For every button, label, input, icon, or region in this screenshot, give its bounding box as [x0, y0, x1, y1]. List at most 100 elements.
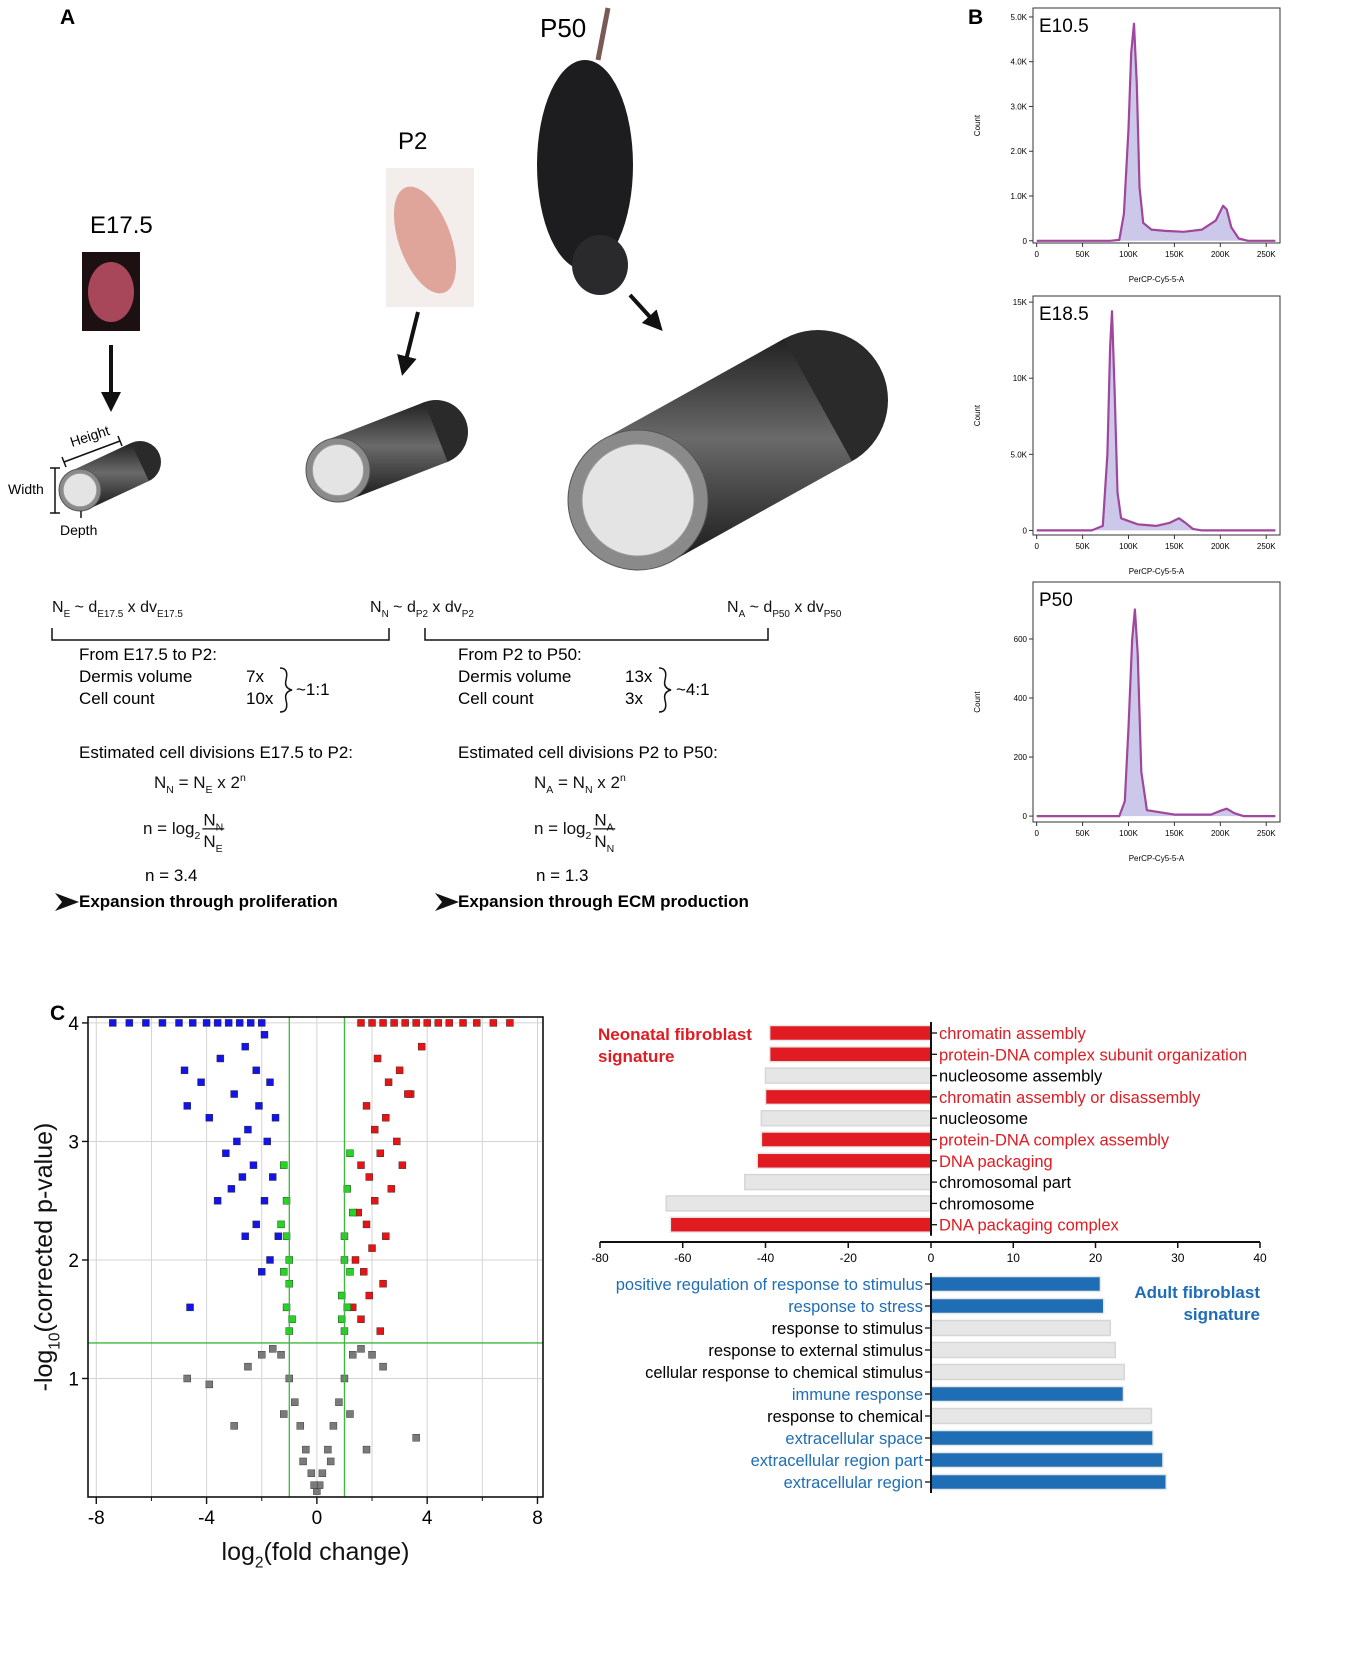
y-tick-label: 2.0K: [1011, 147, 1028, 156]
point: [349, 1208, 357, 1217]
arrow: [628, 293, 663, 331]
x-axis-label: log2(fold change): [222, 1538, 410, 1572]
point: [365, 1291, 373, 1300]
y-tick-label: 1.0K: [1011, 192, 1028, 201]
y-tick-label: 1: [68, 1369, 79, 1390]
x-tick-label: 200K: [1211, 542, 1230, 551]
dimension-label: Height: [68, 422, 112, 450]
text-part: N: [594, 832, 606, 851]
panel-label: B: [968, 6, 983, 29]
bar: [760, 1131, 932, 1148]
point: [337, 1291, 346, 1300]
text-part: x dv: [123, 599, 157, 616]
bar: [768, 1046, 932, 1063]
point: [357, 1161, 365, 1169]
point: [142, 1019, 150, 1027]
x-tick-label: 30: [1171, 1251, 1185, 1265]
text-part: 2: [586, 830, 592, 842]
point: [175, 1019, 183, 1027]
ratio: ~1:1: [296, 680, 330, 699]
x-tick-label: -40: [757, 1251, 775, 1265]
x-tick-label: 100K: [1119, 542, 1138, 551]
y-tick-label: 0: [1023, 526, 1028, 535]
bar: [669, 1216, 932, 1233]
point: [274, 1232, 282, 1240]
brace: [279, 667, 293, 713]
text-part: E: [216, 843, 223, 855]
point: [398, 1161, 407, 1169]
text-part: P50: [824, 609, 842, 620]
x-tick-label: -20: [840, 1251, 858, 1265]
brackets: [51, 628, 769, 713]
point: [260, 1031, 269, 1039]
text-part: 10: [47, 1332, 64, 1350]
x-tick-label: 100K: [1119, 829, 1138, 838]
text-part: N: [594, 811, 606, 830]
y-tick-label: 2: [68, 1251, 79, 1272]
y-axis-label: Count: [973, 691, 982, 713]
x-tick-label: 4: [422, 1508, 433, 1529]
y-tick-label: 5.0K: [1011, 450, 1028, 459]
point: [244, 1362, 252, 1371]
text-part: = N: [174, 773, 206, 792]
estimate-heading: Estimated cell divisions E17.5 to P2:: [79, 743, 353, 762]
category-label: protein-DNA complex subunit organization: [939, 1046, 1247, 1064]
text-part: N: [166, 784, 174, 796]
point: [371, 1125, 379, 1134]
row-value: 13x: [625, 667, 653, 686]
text-part: -log: [30, 1350, 58, 1392]
x-axis-label: PerCP-Cy5-5-A: [1129, 854, 1185, 863]
stage-label: P2: [398, 128, 427, 155]
panel-label: A: [60, 6, 75, 29]
point: [258, 1019, 266, 1027]
text-part: n: [620, 772, 626, 784]
text-part: P50: [772, 609, 790, 620]
point: [346, 1268, 354, 1276]
x-tick-label: 100K: [1119, 250, 1138, 259]
stage-label: E17.5: [90, 212, 153, 239]
bar: [665, 1195, 932, 1212]
x-tick-label: 0: [1034, 542, 1039, 551]
point: [310, 1481, 318, 1489]
point: [343, 1303, 351, 1312]
point: [412, 1434, 420, 1442]
point: [376, 1327, 385, 1335]
text-part: A: [739, 609, 746, 620]
mouse-tail: [595, 7, 611, 61]
point: [109, 1019, 117, 1027]
category-label: chromatin assembly or disassembly: [939, 1089, 1201, 1107]
text-part: x 2: [593, 773, 620, 792]
category-label: response to chemical: [767, 1408, 923, 1426]
point: [362, 1102, 371, 1110]
point: [222, 1149, 230, 1157]
point: [360, 1268, 368, 1276]
category-label: protein-DNA complex assembly: [939, 1132, 1170, 1150]
denominator: NN: [594, 832, 614, 855]
text-part: ~ d: [745, 599, 772, 616]
x-tick-label: 0: [1034, 250, 1039, 259]
point: [357, 1019, 365, 1027]
histogram: [1036, 22, 1276, 242]
point: [473, 1019, 481, 1027]
x-tick-label: 50K: [1075, 829, 1090, 838]
x-tick-label: -4: [198, 1508, 215, 1529]
mouse-head: [572, 235, 628, 295]
text-part: N: [154, 773, 166, 792]
width-mark: [50, 467, 60, 514]
text-part: N: [216, 822, 224, 834]
y-tick-label: 10K: [1013, 374, 1028, 383]
equation: NN = NE x 2n: [154, 772, 246, 796]
row-value: 3x: [625, 689, 643, 708]
point: [412, 1019, 420, 1027]
dimension-marks: [50, 435, 123, 518]
result: n = 3.4: [145, 866, 197, 885]
point: [291, 1398, 299, 1406]
category-label: DNA packaging: [939, 1153, 1053, 1171]
category-label: chromosomal part: [939, 1174, 1071, 1192]
x-tick-label: 150K: [1165, 250, 1184, 259]
point: [266, 1256, 274, 1264]
bar: [744, 1173, 932, 1191]
bar: [930, 1429, 1154, 1447]
cylinder-face: [581, 443, 695, 557]
